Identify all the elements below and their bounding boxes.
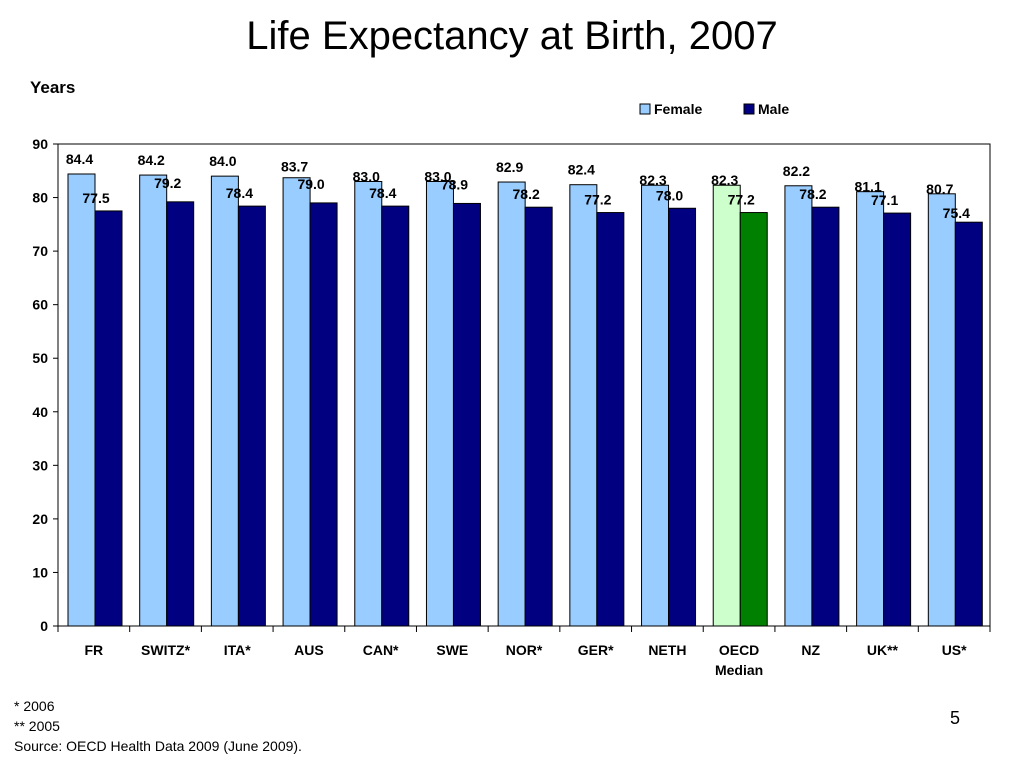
data-label-male: 78.4 (369, 185, 396, 201)
bar-male (166, 201, 195, 627)
bar-female (139, 174, 168, 627)
bar-male (596, 212, 625, 627)
data-label-female: 84.2 (138, 152, 165, 168)
data-label-male: 79.0 (297, 176, 324, 192)
legend-swatch-female (639, 103, 651, 115)
bar-male (309, 202, 338, 627)
bar-female (497, 181, 526, 627)
y-tick-label: 70 (32, 243, 48, 259)
chart-title: Life Expectancy at Birth, 2007 (246, 14, 778, 58)
data-label-female: 81.1 (854, 179, 881, 195)
y-tick-label: 80 (32, 190, 48, 206)
y-axis-label: Years (30, 78, 76, 97)
data-label-female: 82.2 (783, 163, 810, 179)
data-label-female: 80.7 (926, 181, 953, 197)
data-label-male: 78.9 (441, 176, 468, 192)
bar-female (210, 175, 239, 627)
y-tick-label: 20 (32, 511, 48, 527)
y-tick-label: 90 (32, 136, 48, 152)
data-label-female: 82.3 (639, 172, 666, 188)
data-label-female: 83.0 (424, 168, 451, 184)
bar-chart: 0 10 20 30 40 50 60 70 80 90 84.4 77.5 FR 84.2 79.2 SWI… (32, 101, 991, 678)
bar-female (282, 177, 311, 627)
data-label-female: 82.4 (568, 162, 595, 178)
bar-male (739, 212, 768, 627)
y-tick-label: 60 (32, 297, 48, 313)
x-tick-label: SWE (436, 642, 468, 658)
bar-female (784, 185, 813, 627)
data-label-female: 83.7 (281, 159, 308, 175)
y-tick-label: 50 (32, 350, 48, 366)
bar-male (883, 212, 912, 627)
bar-male (668, 207, 697, 627)
legend-label-male: Male (758, 101, 789, 117)
data-label-male: 77.5 (82, 190, 109, 206)
legend-swatch-male (743, 103, 755, 115)
x-tick-label: NOR* (506, 642, 543, 658)
data-label-male: 79.2 (154, 175, 181, 191)
x-tick-label: FR (85, 642, 104, 658)
bar-male (452, 202, 481, 627)
data-label-male: 77.1 (871, 192, 898, 208)
x-tick-label: SWITZ* (141, 642, 191, 658)
x-tick-label: ITA* (224, 642, 252, 658)
data-label-male: 78.2 (799, 186, 826, 202)
data-label-female: 82.3 (711, 172, 738, 188)
bar-male (381, 205, 410, 627)
bar-female (927, 193, 956, 627)
x-tick-label: UK** (867, 642, 899, 658)
bar-female (67, 173, 96, 627)
bar-female (712, 184, 741, 627)
bar-female (569, 184, 598, 627)
legend-label-female: Female (654, 101, 702, 117)
x-tick-label: AUS (294, 642, 324, 658)
data-label-male: 75.4 (943, 205, 970, 221)
data-label-male: 78.0 (656, 187, 683, 203)
footnote-2005: ** 2005 (14, 718, 60, 734)
data-label-male: 78.4 (226, 185, 253, 201)
data-label-female: 82.9 (496, 159, 523, 175)
data-label-male: 77.2 (584, 192, 611, 208)
source-note: Source: OECD Health Data 2009 (June 2009… (14, 738, 302, 754)
x-tick-label: GER* (578, 642, 614, 658)
y-tick-label: 40 (32, 404, 48, 420)
bar-female (425, 180, 454, 627)
bar-female (641, 184, 670, 627)
bar-male (524, 206, 553, 627)
x-tick-label: OECD (719, 642, 759, 658)
x-tick-label: Median (715, 662, 763, 678)
y-tick-label: 0 (40, 618, 48, 634)
bar-male (237, 205, 266, 627)
x-tick-label: NETH (648, 642, 686, 658)
footnote-2006: * 2006 (14, 698, 55, 714)
bar-female (856, 191, 885, 627)
x-tick-label: CAN* (363, 642, 399, 658)
x-tick-label: US* (942, 642, 967, 658)
x-tick-label: NZ (801, 642, 820, 658)
bar-male (94, 210, 123, 627)
data-label-female: 83.0 (353, 168, 380, 184)
y-tick-label: 30 (32, 457, 48, 473)
bar-male (954, 221, 983, 627)
bar-female (354, 180, 383, 627)
page-number: 5 (950, 708, 961, 728)
data-label-male: 77.2 (728, 192, 755, 208)
data-label-male: 78.2 (513, 186, 540, 202)
y-tick-label: 10 (32, 564, 48, 580)
data-label-female: 84.4 (66, 151, 93, 167)
bar-male (811, 206, 840, 627)
data-label-female: 84.0 (209, 153, 236, 169)
